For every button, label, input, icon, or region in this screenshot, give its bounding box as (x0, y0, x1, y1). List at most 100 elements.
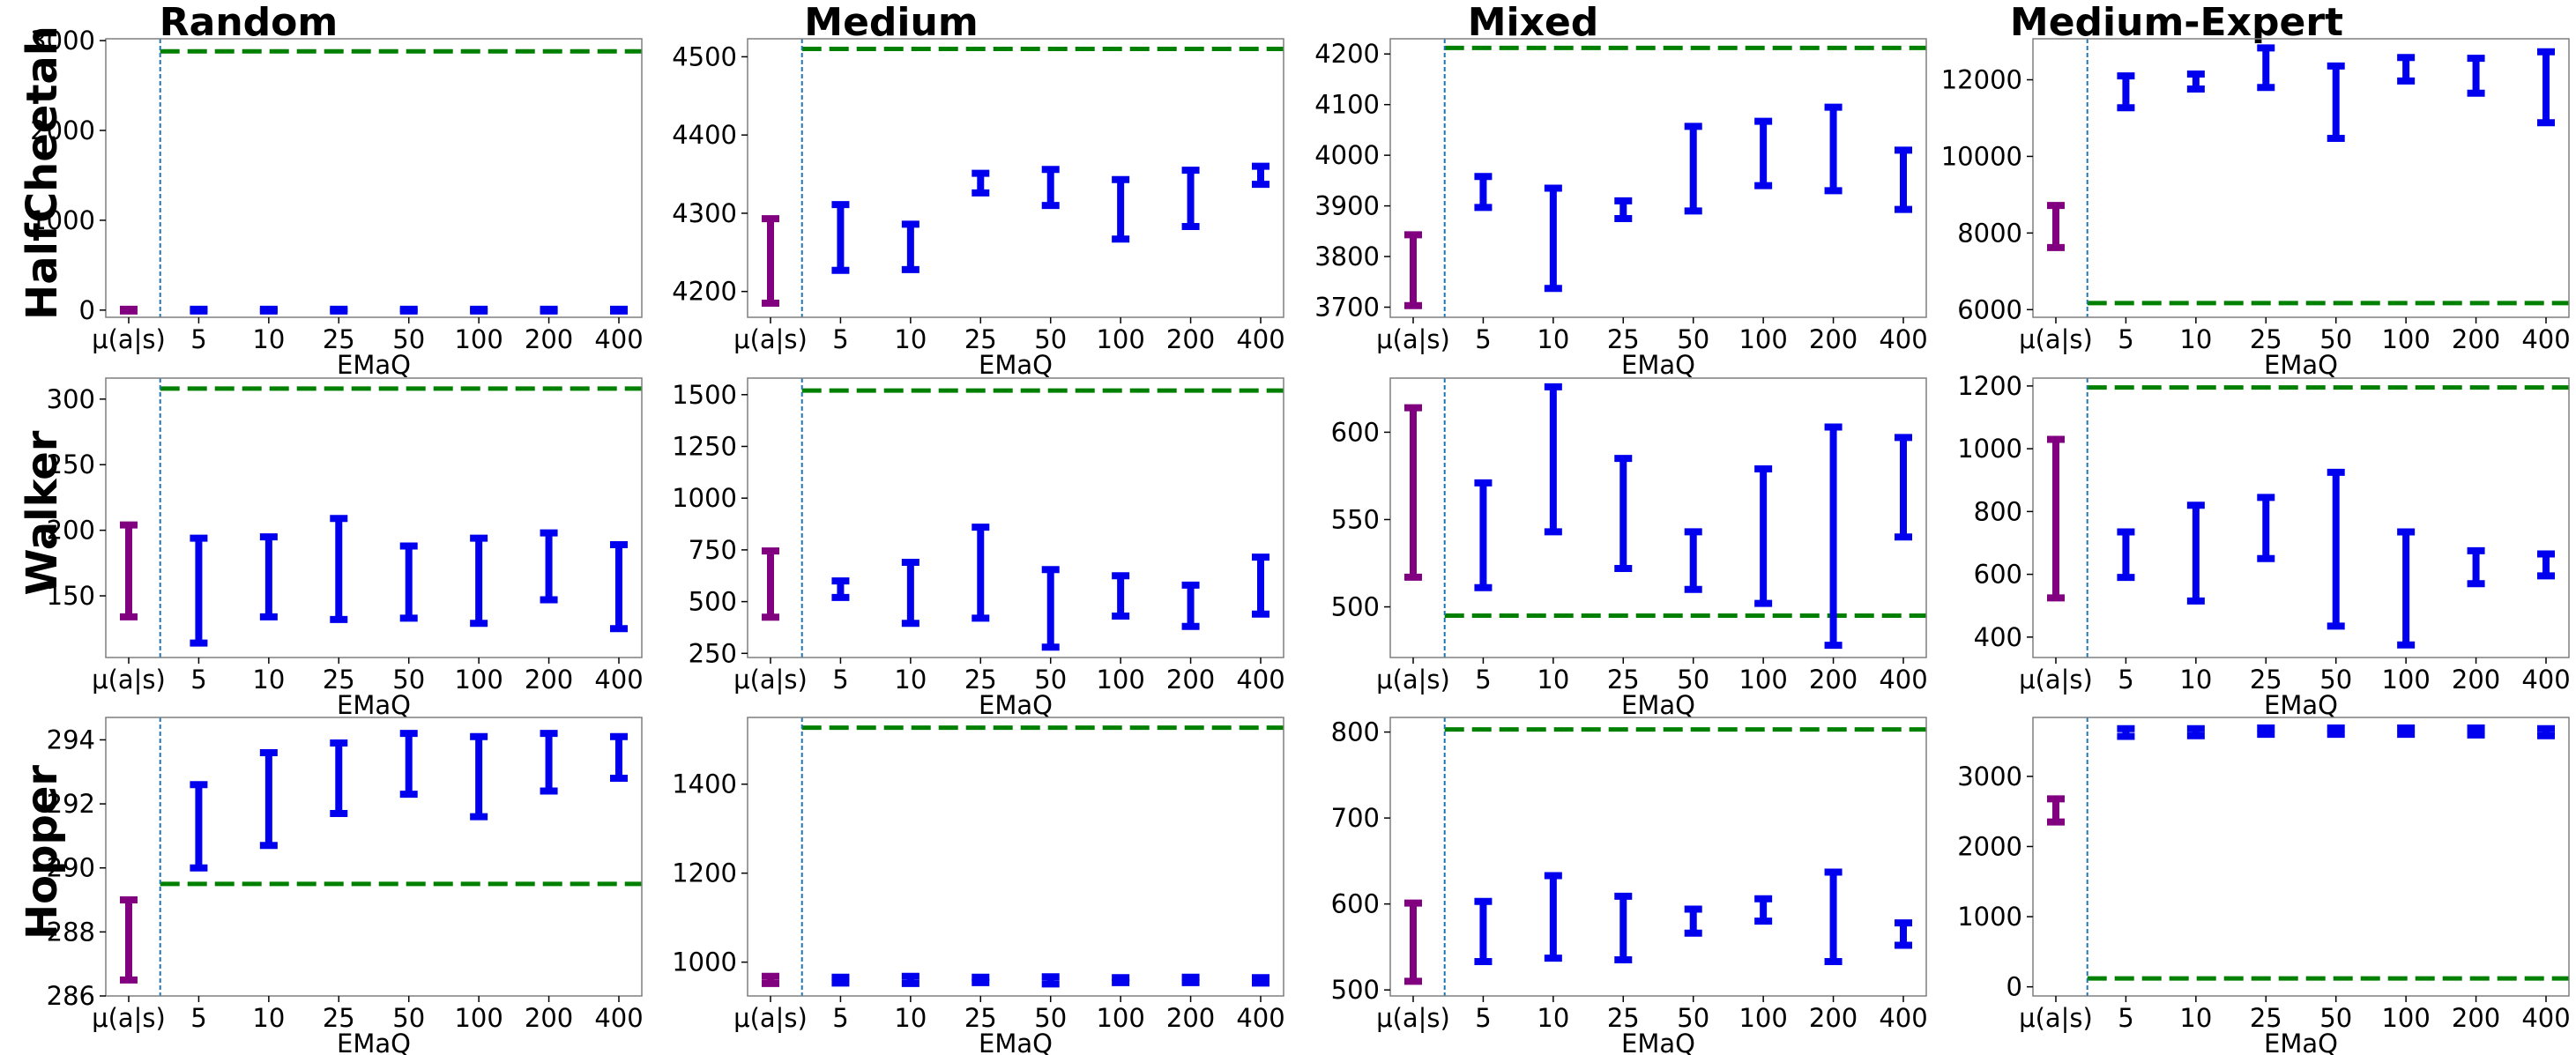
x-tick-label: 50 (2319, 1003, 2352, 1033)
y-tick-label: 1000 (672, 483, 737, 513)
subplot-halfcheetah-random: 0 1000 2000 3000 μ(a|s) 5 10 25 50 100 200 400 EMaQ (30, 26, 643, 380)
emaq-errorbar-10 (901, 220, 919, 273)
x-tick-label: 50 (2319, 665, 2352, 695)
y-tick-label: 4200 (1314, 39, 1380, 69)
x-tick-label: 400 (1236, 1003, 1284, 1033)
y-tick-label: 4000 (1314, 140, 1380, 170)
emaq-errorbar-25 (2257, 44, 2275, 92)
y-tick-label: 3800 (1314, 241, 1380, 271)
emaq-errorbar-25 (330, 305, 348, 315)
x-tick-label: 5 (1475, 665, 1491, 695)
emaq-errorbar-50 (1684, 528, 1702, 593)
x-axis-label: EMaQ (979, 350, 1053, 380)
emaq-errorbar-10 (259, 533, 278, 620)
x-tick-label: 400 (1879, 665, 1927, 695)
x-tick-label: μ(a|s) (92, 324, 166, 354)
y-tick-label: 600 (1331, 417, 1380, 447)
y-tick-label: 150 (47, 581, 95, 611)
x-tick-label: μ(a|s) (733, 324, 808, 354)
emaq-errorbar-50 (2327, 62, 2345, 143)
y-tick-label: 250 (47, 449, 95, 479)
x-tick-label: 100 (2381, 1003, 2430, 1033)
axes-frame (105, 377, 643, 658)
y-tick-label: 1200 (1957, 371, 2022, 401)
x-tick-label: 50 (392, 665, 425, 695)
emaq-errorbar-50 (1684, 123, 1702, 215)
x-axis-label: EMaQ (337, 350, 411, 380)
emaq-errorbar-10 (1544, 383, 1562, 536)
x-tick-label: μ(a|s) (92, 665, 166, 695)
emaq-errorbar-100 (470, 732, 488, 821)
x-tick-label: 50 (392, 324, 425, 354)
x-tick-label: 25 (1607, 665, 1640, 695)
emaq-errorbar-25 (972, 169, 990, 197)
y-tick-label: 200 (47, 516, 95, 546)
x-tick-label: 10 (894, 1003, 927, 1033)
y-tick-label: 800 (1974, 496, 2022, 526)
emaq-errorbar-25 (2257, 724, 2275, 739)
emaq-errorbar-5 (1474, 897, 1493, 965)
column-title-medium-expert: Medium-Expert (2010, 0, 2343, 45)
baseline-errorbar (1404, 404, 1422, 581)
y-tick-label: 1000 (672, 947, 737, 977)
emaq-errorbar-200 (1181, 581, 1200, 630)
x-tick-label: 5 (190, 665, 206, 695)
y-tick-label: 300 (47, 384, 95, 414)
emaq-errorbar-100 (2397, 528, 2416, 649)
emaq-errorbar-100 (1112, 974, 1130, 986)
column-title-random: Random (160, 0, 338, 45)
emaq-errorbar-25 (972, 973, 990, 986)
x-tick-label: 25 (323, 1003, 355, 1033)
emaq-errorbar-10 (2186, 70, 2205, 93)
emaq-errorbar-10 (901, 972, 919, 987)
y-tick-label: 288 (47, 917, 95, 947)
emaq-errorbar-50 (2327, 468, 2345, 630)
x-tick-label: 100 (1738, 665, 1787, 695)
axes-frame (105, 717, 643, 997)
y-tick-label: 10000 (1941, 141, 2022, 171)
emaq-errorbar-100 (2397, 724, 2416, 739)
y-tick-label: 0 (79, 295, 95, 325)
x-tick-label: 50 (1034, 665, 1067, 695)
x-axis-label: EMaQ (979, 690, 1053, 720)
baseline-errorbar (762, 547, 779, 621)
emaq-errorbar-400 (610, 305, 628, 315)
y-tick-label: 3900 (1314, 191, 1380, 221)
axes-frame (747, 38, 1284, 318)
subplot-halfcheetah-mixed: 3700 3800 3900 4000 4100 4200 μ(a|s) 5 10 25 50 100… (1314, 38, 1928, 380)
x-axis-label: EMaQ (979, 1029, 1053, 1055)
x-tick-label: 200 (525, 665, 573, 695)
x-tick-label: 5 (1475, 1003, 1491, 1033)
emaq-errorbar-200 (540, 529, 558, 604)
x-tick-label: μ(a|s) (1376, 1003, 1450, 1033)
x-tick-label: 5 (1475, 324, 1491, 354)
emaq-errorbar-5 (2117, 72, 2135, 112)
y-tick-label: 500 (689, 587, 737, 617)
y-tick-label: 4400 (672, 120, 737, 150)
emaq-errorbar-50 (399, 542, 418, 622)
emaq-errorbar-200 (2467, 724, 2485, 739)
emaq-errorbar-50 (399, 305, 418, 315)
x-tick-label: 100 (1738, 1003, 1787, 1033)
y-tick-label: 3700 (1314, 293, 1380, 323)
baseline-errorbar (1404, 899, 1422, 985)
y-tick-label: 1000 (30, 205, 95, 235)
x-tick-label: 50 (1034, 1003, 1067, 1033)
x-tick-label: 10 (894, 324, 927, 354)
subplot-walker-medium-expert: 400 600 800 1000 1200 μ(a|s) 5 10 25 50 100 200 400 E… (1957, 371, 2570, 720)
baseline-errorbar (2047, 795, 2065, 826)
emaq-errorbar-25 (1614, 455, 1633, 572)
y-tick-label: 1000 (1957, 902, 2022, 932)
emaq-errorbar-400 (610, 541, 628, 633)
x-tick-label: 10 (1537, 665, 1569, 695)
x-axis-label: EMaQ (2264, 1029, 2338, 1055)
y-tick-label: 1250 (672, 431, 737, 461)
x-tick-label: 50 (2319, 324, 2352, 354)
y-tick-label: 4300 (672, 198, 737, 228)
x-tick-label: 400 (2521, 665, 2570, 695)
x-tick-label: 100 (454, 1003, 503, 1033)
subplot-halfcheetah-medium-expert: 6000 8000 10000 12000 μ(a|s) 5 10 25 50 100 200 400… (1941, 38, 2571, 380)
x-axis-label: EMaQ (337, 690, 411, 720)
row-title-walker: Walker (18, 430, 67, 595)
